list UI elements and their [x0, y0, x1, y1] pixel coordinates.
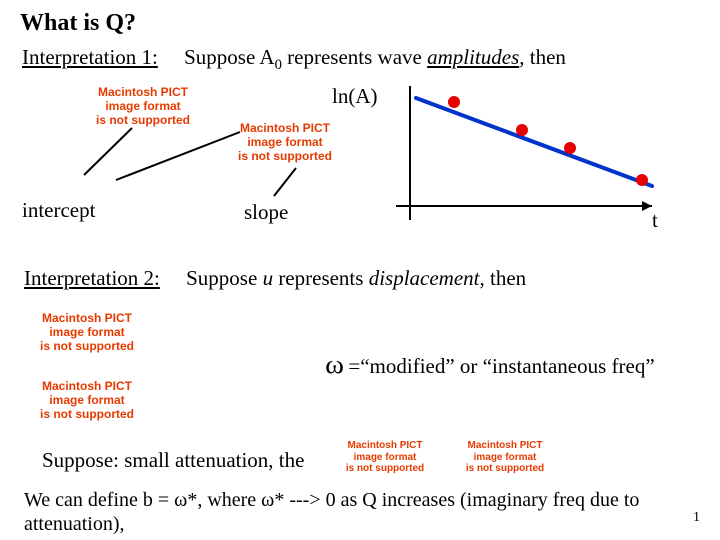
omega-definition-line: ω =“modified” or “instantaneous freq” — [326, 350, 655, 380]
omega-text: =“modified” or “instantaneous freq” — [343, 354, 655, 378]
page-title: What is Q? — [20, 10, 704, 37]
interp1-text-b: represents wave — [282, 45, 427, 69]
interp2-u: u — [263, 266, 274, 290]
interp1-text-a: Suppose A — [184, 45, 274, 69]
slide-container: What is Q? Interpretation 1: Suppose A0 … — [0, 0, 720, 540]
interp1-label: Interpretation 1: — [22, 45, 158, 69]
interp2-label: Interpretation 2: — [24, 266, 160, 290]
slope-label: slope — [244, 200, 288, 225]
define-b-line: We can define b = ω*, where ω* ---> 0 as… — [24, 488, 708, 536]
small-attenuation-line: Suppose: small attenuation, the — [42, 448, 304, 473]
interp2-text-b: represents — [273, 266, 369, 290]
omega-icon: ω — [325, 350, 344, 380]
pict-placeholder-3: Macintosh PICT image format is not suppo… — [22, 312, 152, 353]
lnA-label: ln(A) — [332, 84, 378, 109]
pict-placeholder-4: Macintosh PICT image format is not suppo… — [22, 380, 152, 421]
interp1-text-c: , then — [519, 45, 566, 69]
interp2-text-c: , then — [480, 266, 527, 290]
lnA-vs-t-chart — [396, 86, 660, 230]
interp1-sub: 0 — [275, 57, 282, 73]
interp2-text-a: Suppose — [186, 266, 262, 290]
page-number: 1 — [693, 510, 700, 526]
pict-placeholder-5: Macintosh PICT image format is not suppo… — [330, 440, 440, 475]
pict-placeholder-1: Macintosh PICT image format is not suppo… — [78, 86, 208, 127]
pict-placeholder-2: Macintosh PICT image format is not suppo… — [220, 122, 350, 163]
interpretation-2-line: Interpretation 2: Suppose u represents d… — [24, 266, 526, 291]
pict-placeholder-6: Macintosh PICT image format is not suppo… — [450, 440, 560, 475]
interp1-amplitudes: amplitudes — [427, 45, 519, 69]
intercept-label: intercept — [22, 198, 95, 223]
interpretation-1-line: Interpretation 1: Suppose A0 represents … — [22, 45, 704, 74]
interp2-disp: displacement — [369, 266, 480, 290]
